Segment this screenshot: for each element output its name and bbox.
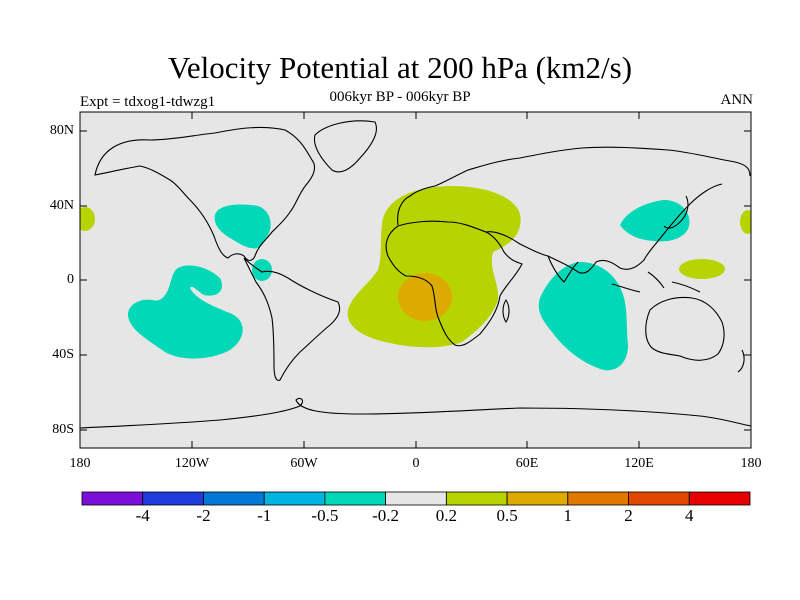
colorbar-swatch xyxy=(628,491,690,506)
lon-tick-label: 120W xyxy=(174,456,210,471)
lon-tick-label: 0 xyxy=(412,456,420,471)
colorbar-label: -0.2 xyxy=(372,506,400,525)
lat-tick-label: 80N xyxy=(49,123,74,138)
negative-anomaly-caribbean xyxy=(252,259,272,281)
negative-anomaly-east-pacific xyxy=(127,265,243,359)
lat-tick-label: 80S xyxy=(52,422,74,437)
lat-tick-label: 0 xyxy=(67,272,74,287)
colorbar-swatch xyxy=(324,491,386,506)
colorbar-swatch xyxy=(203,491,265,506)
positive-anomaly-west-pacific xyxy=(679,259,725,279)
colorbar-label: 0.5 xyxy=(496,506,518,525)
colorbar-label: -4 xyxy=(135,506,150,525)
contour-fill-layer xyxy=(80,120,751,429)
positive-anomaly-africa xyxy=(347,186,521,348)
positive-anomaly-core xyxy=(398,273,452,321)
colorbar-swatch xyxy=(142,491,204,506)
positive-anomaly-dateline-west xyxy=(80,207,95,231)
page-title: Velocity Potential at 200 hPa (km2/s) xyxy=(167,50,633,85)
colorbar-swatch xyxy=(567,491,629,506)
colorbar-swatch xyxy=(506,491,569,506)
colorbar-swatch xyxy=(385,491,447,506)
negative-anomaly-east-asia xyxy=(620,200,690,242)
axis-ticks xyxy=(79,112,752,448)
coastlines xyxy=(80,120,751,429)
colorbar-label: 2 xyxy=(624,506,633,525)
colorbar-label: 4 xyxy=(685,506,694,525)
lon-tick-label: 60W xyxy=(290,456,318,471)
colorbar-swatch xyxy=(263,491,326,506)
colorbar-swatch xyxy=(688,491,751,506)
lon-tick-label: 60E xyxy=(515,456,539,471)
positive-anomaly-dateline-east xyxy=(740,210,751,234)
lon-tick-label: 120E xyxy=(624,456,654,471)
colorbar-label: 0.2 xyxy=(435,506,458,525)
lon-tick-label: 180 xyxy=(740,456,762,471)
experiment-label: Expt = tdxog1-tdwzg1 xyxy=(80,94,216,110)
season-label: ANN xyxy=(720,92,754,108)
colorbar-label: -2 xyxy=(196,506,211,525)
lat-tick-label: 40S xyxy=(52,347,74,362)
colorbar-swatch xyxy=(81,491,144,506)
subtitle: 006kyr BP - 006kyr BP xyxy=(329,89,471,105)
colorbar-label: 1 xyxy=(563,506,573,525)
colorbar-label: -1 xyxy=(257,506,272,525)
lat-tick-label: 40N xyxy=(49,198,74,213)
negative-anomaly-indian-ocean xyxy=(538,262,628,371)
colorbar xyxy=(81,491,751,506)
lon-tick-label: 180 xyxy=(69,456,91,471)
negative-anomaly-north-america xyxy=(214,204,271,249)
colorbar-swatch xyxy=(445,491,508,506)
colorbar-label: -0.5 xyxy=(311,506,339,525)
